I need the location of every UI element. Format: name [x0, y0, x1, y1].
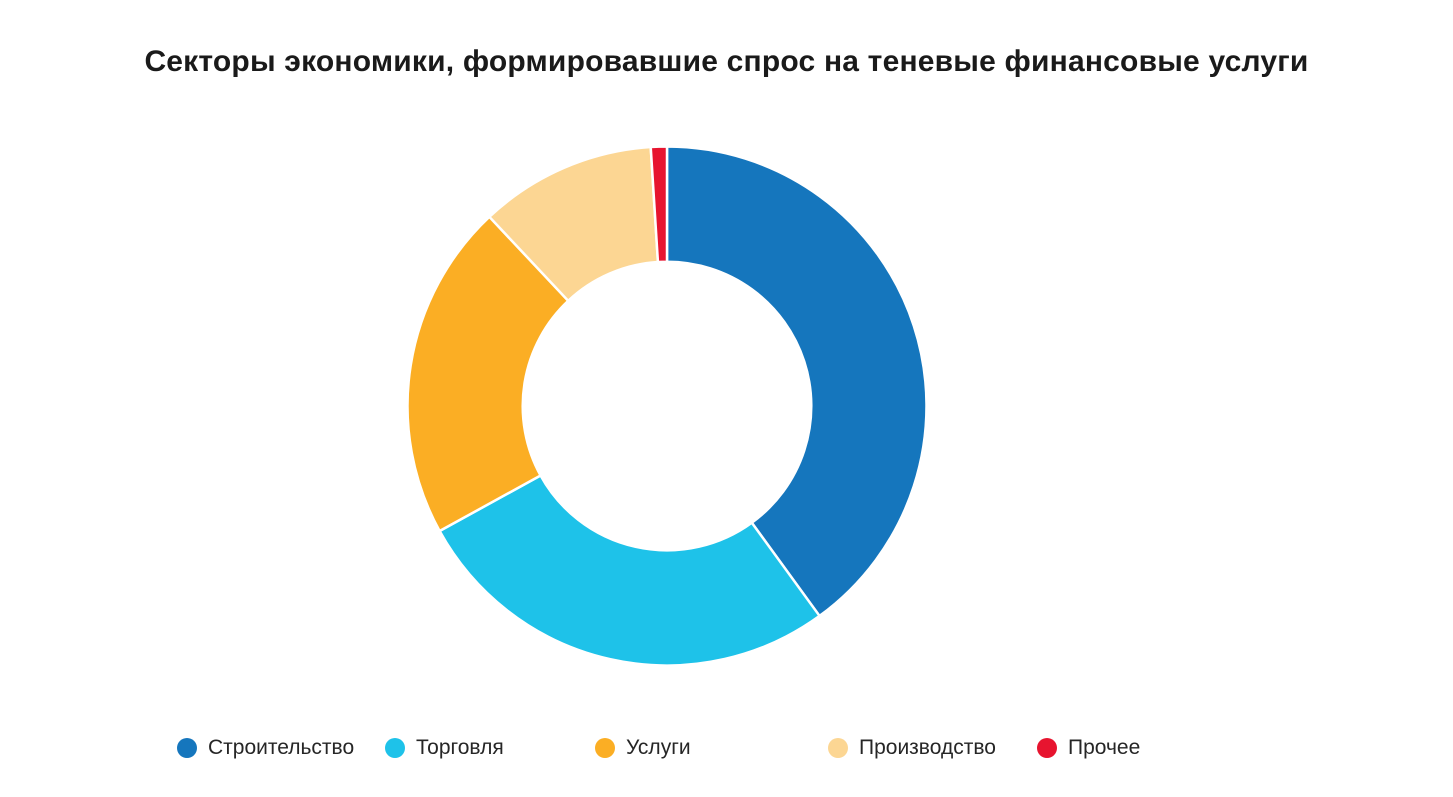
- legend-label: Строительство: [208, 736, 355, 759]
- legend-marker-icon: [1037, 738, 1057, 758]
- legend-label: Прочее: [1068, 736, 1141, 759]
- legend-label: Торговля: [416, 736, 504, 759]
- legend-item-prochee[interactable]: Прочее: [1037, 735, 1140, 761]
- legend: Строительство Торговля Услуги Производст…: [0, 735, 1453, 763]
- legend-marker-icon: [177, 738, 197, 758]
- legend-item-stroitelstvo[interactable]: Строительство: [177, 735, 354, 761]
- legend-item-torgovlya[interactable]: Торговля: [385, 735, 504, 761]
- donut-chart: [406, 145, 928, 667]
- legend-item-proizvodstvo[interactable]: Производство: [828, 735, 996, 761]
- legend-marker-icon: [385, 738, 405, 758]
- pie-slice-2[interactable]: [406, 215, 570, 533]
- legend-item-uslugi[interactable]: Услуги: [595, 735, 691, 761]
- chart-title: Секторы экономики, формировавшие спрос н…: [144, 45, 1309, 78]
- pie-slice-1[interactable]: [437, 473, 822, 667]
- legend-marker-icon: [828, 738, 848, 758]
- pie-slice-0[interactable]: [665, 145, 928, 618]
- legend-label: Производство: [859, 736, 996, 759]
- legend-label: Услуги: [626, 736, 691, 759]
- pie-slice-4[interactable]: [649, 145, 669, 264]
- legend-marker-icon: [595, 738, 615, 758]
